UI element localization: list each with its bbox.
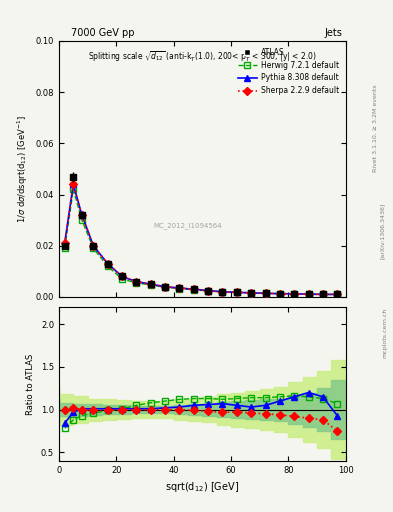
Text: Splitting scale $\sqrt{d_{12}}$ (anti-k$_T$(1.0), 200< p$_T$ < 300, |y| < 2.0): Splitting scale $\sqrt{d_{12}}$ (anti-k$…: [88, 49, 317, 63]
X-axis label: sqrt(d$_{12}$) [GeV]: sqrt(d$_{12}$) [GeV]: [165, 480, 239, 494]
Text: [arXiv:1306.3436]: [arXiv:1306.3436]: [380, 202, 385, 259]
Text: Jets: Jets: [324, 28, 342, 38]
Legend: ATLAS, Herwig 7.2.1 default, Pythia 8.308 default, Sherpa 2.2.9 default: ATLAS, Herwig 7.2.1 default, Pythia 8.30…: [235, 45, 342, 98]
Text: Rivet 3.1.10, ≥ 3.2M events: Rivet 3.1.10, ≥ 3.2M events: [372, 84, 377, 172]
Text: 7000 GeV pp: 7000 GeV pp: [71, 28, 134, 38]
Y-axis label: Ratio to ATLAS: Ratio to ATLAS: [26, 353, 35, 415]
Text: mcplots.cern.ch: mcplots.cern.ch: [382, 308, 387, 358]
Y-axis label: 1/$\sigma$ d$\sigma$/dsqrt(d$_{12}$) [GeV$^{-1}$]: 1/$\sigma$ d$\sigma$/dsqrt(d$_{12}$) [Ge…: [16, 115, 30, 223]
Text: MC_2012_I1094564: MC_2012_I1094564: [154, 222, 222, 229]
